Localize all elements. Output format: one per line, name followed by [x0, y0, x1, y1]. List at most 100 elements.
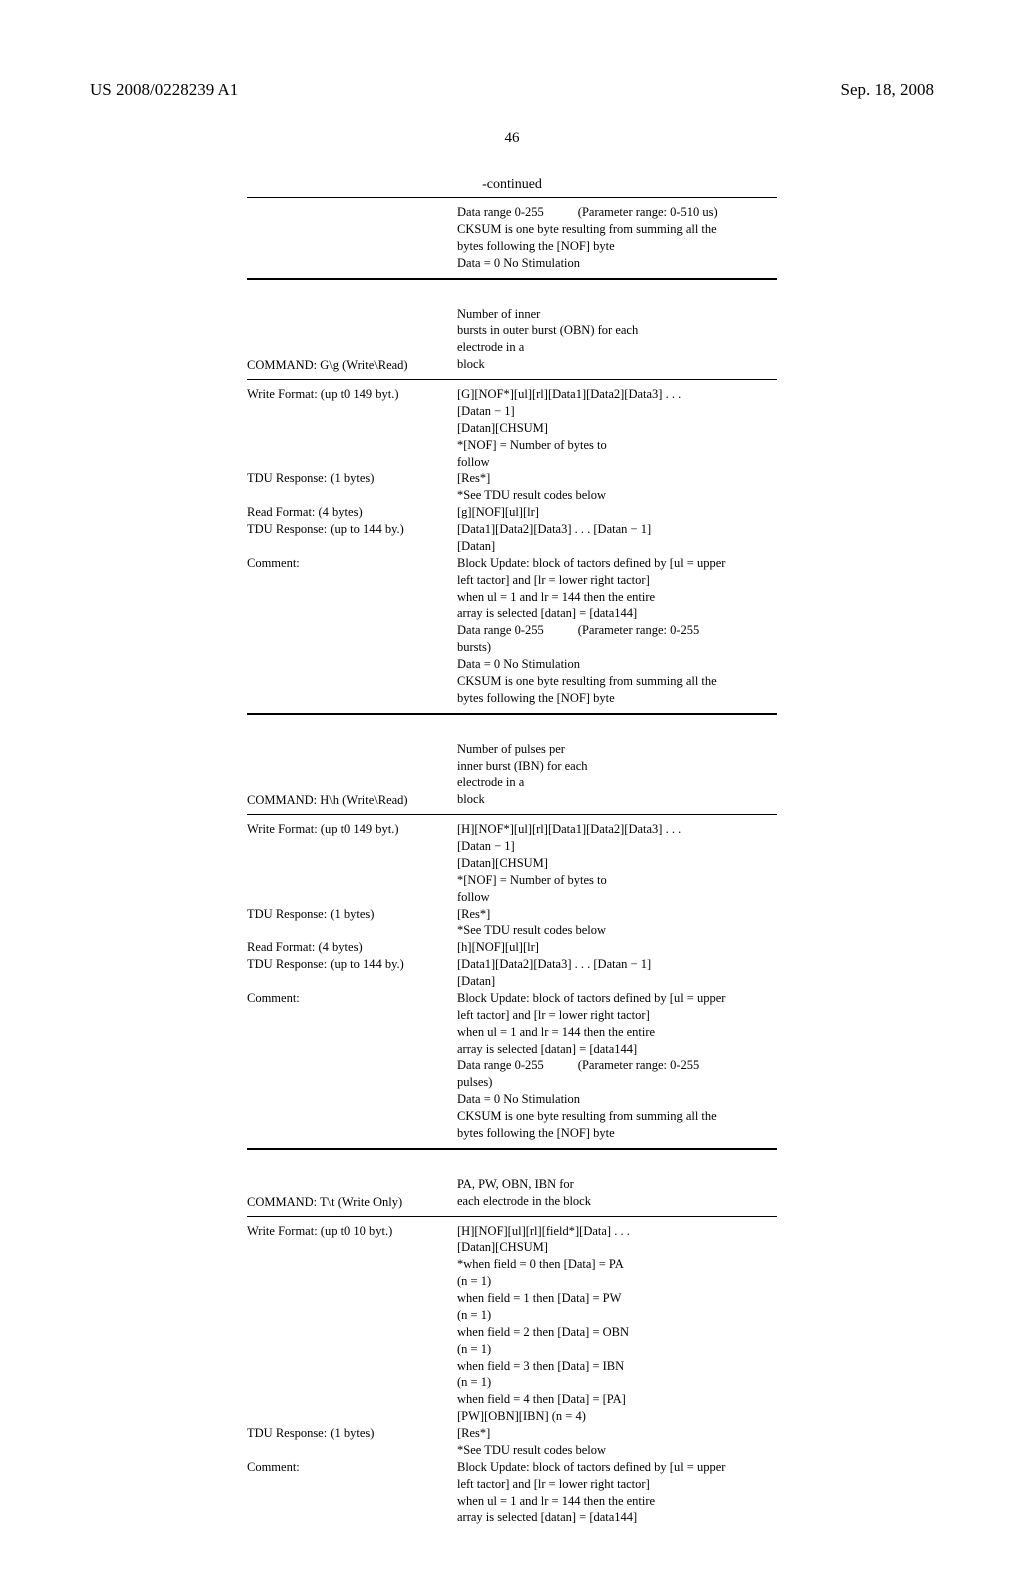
- command-table: -continued Data range 0-255(Parameter ra…: [247, 177, 777, 1532]
- table-row: TDU Response: (1 bytes)[Res*]*See TDU re…: [247, 906, 777, 940]
- row-value: [H][NOF][ul][rl][field*][Data] . . .[Dat…: [457, 1223, 777, 1426]
- text: bursts): [457, 639, 777, 656]
- text: when field = 1 then [Data] = PW: [457, 1290, 777, 1307]
- text: [Res*]: [457, 1425, 777, 1442]
- row-value: [g][NOF][ul][lr]: [457, 504, 777, 521]
- text: [Data1][Data2][Data3] . . . [Datan − 1]: [457, 521, 777, 538]
- page-header: US 2008/0228239 A1 Sep. 18, 2008: [90, 80, 934, 100]
- text: [G][NOF*][ul][rl][Data1][Data2][Data3] .…: [457, 386, 777, 403]
- text: (Parameter range: 0-510 us): [544, 205, 718, 219]
- row-label: Comment:: [247, 990, 457, 1058]
- table-row: Data range 0-255(Parameter range: 0-255: [247, 1057, 777, 1074]
- text: block: [457, 791, 777, 808]
- text: left tactor] and [lr = lower right tacto…: [457, 572, 777, 589]
- text: Data = 0 No Stimulation: [457, 656, 777, 673]
- row-value: Block Update: block of tactors defined b…: [457, 990, 777, 1058]
- command-h-body: Write Format: (up t0 149 byt.)[H][NOF*][…: [247, 815, 777, 1148]
- command-t-body: Write Format: (up t0 10 byt.)[H][NOF][ul…: [247, 1217, 777, 1533]
- row-label: Write Format: (up t0 149 byt.): [247, 386, 457, 470]
- text: (n = 1): [457, 1341, 777, 1358]
- command-g-body: Write Format: (up t0 149 byt.)[G][NOF*][…: [247, 380, 777, 713]
- row-label: [247, 1057, 457, 1074]
- row-value: [Data1][Data2][Data3] . . . [Datan − 1][…: [457, 521, 777, 555]
- text: (n = 1): [457, 1307, 777, 1324]
- table-row: TDU Response: (up to 144 by.)[Data1][Dat…: [247, 956, 777, 990]
- text: [Datan][CHSUM]: [457, 1239, 777, 1256]
- text: CKSUM is one byte resulting from summing…: [457, 221, 777, 238]
- text: inner burst (IBN) for each: [457, 758, 777, 775]
- page-number: 46: [90, 130, 934, 147]
- command-t-header: COMMAND: T\t (Write Only) PA, PW, OBN, I…: [247, 1150, 777, 1216]
- row-label: TDU Response: (up to 144 by.): [247, 956, 457, 990]
- row-label: [247, 622, 457, 639]
- row-value: Data range 0-255(Parameter range: 0-255: [457, 622, 777, 639]
- text: [H][NOF*][ul][rl][Data1][Data2][Data3] .…: [457, 821, 777, 838]
- row-value: pulses)Data = 0 No StimulationCKSUM is o…: [457, 1074, 777, 1142]
- table-row: Write Format: (up t0 10 byt.)[H][NOF][ul…: [247, 1223, 777, 1426]
- text: [H][NOF][ul][rl][field*][Data] . . .: [457, 1223, 777, 1240]
- text: when ul = 1 and lr = 144 then the entire: [457, 1493, 777, 1510]
- row-value: [Res*]*See TDU result codes below: [457, 1425, 777, 1459]
- table-row: TDU Response: (1 bytes)[Res*]*See TDU re…: [247, 470, 777, 504]
- text: when field = 3 then [Data] = IBN: [457, 1358, 777, 1375]
- text: when field = 2 then [Data] = OBN: [457, 1324, 777, 1341]
- publication-date: Sep. 18, 2008: [841, 80, 935, 100]
- row-value: Block Update: block of tactors defined b…: [457, 1459, 777, 1527]
- text: electrode in a: [457, 339, 777, 356]
- text: Block Update: block of tactors defined b…: [457, 1459, 777, 1476]
- text: [Res*]: [457, 470, 777, 487]
- text: *See TDU result codes below: [457, 922, 777, 939]
- table-row: Read Format: (4 bytes)[h][NOF][ul][lr]: [247, 939, 777, 956]
- table-row: Data range 0-255(Parameter range: 0-255: [247, 622, 777, 639]
- text: block: [457, 356, 777, 373]
- row-label: Comment:: [247, 1459, 457, 1527]
- text: bursts in outer burst (OBN) for each: [457, 322, 777, 339]
- command-label: COMMAND: H\h (Write\Read): [247, 793, 408, 808]
- row-label: Read Format: (4 bytes): [247, 939, 457, 956]
- text: Data = 0 No Stimulation: [457, 1091, 777, 1108]
- text: *See TDU result codes below: [457, 487, 777, 504]
- patent-number: US 2008/0228239 A1: [90, 80, 238, 100]
- text: each electrode in the block: [457, 1193, 777, 1210]
- row-value: [H][NOF*][ul][rl][Data1][Data2][Data3] .…: [457, 821, 777, 905]
- text: [h][NOF][ul][lr]: [457, 939, 777, 956]
- text: [PW][OBN][IBN] (n = 4): [457, 1408, 777, 1425]
- row-value: Data range 0-255(Parameter range: 0-255: [457, 1057, 777, 1074]
- text: left tactor] and [lr = lower right tacto…: [457, 1476, 777, 1493]
- text: [Datan][CHSUM]: [457, 420, 777, 437]
- row-label: Comment:: [247, 555, 457, 623]
- row-label: TDU Response: (1 bytes): [247, 470, 457, 504]
- text: electrode in a: [457, 774, 777, 791]
- row-label: [247, 639, 457, 707]
- text: Number of inner: [457, 306, 777, 323]
- row-label: [247, 1074, 457, 1142]
- text: [g][NOF][ul][lr]: [457, 504, 777, 521]
- text: *See TDU result codes below: [457, 1442, 777, 1459]
- text: [Data1][Data2][Data3] . . . [Datan − 1]: [457, 956, 777, 973]
- text: [Res*]: [457, 906, 777, 923]
- command-label: COMMAND: T\t (Write Only): [247, 1195, 402, 1210]
- text: Number of pulses per: [457, 741, 777, 758]
- text: [Datan]: [457, 973, 777, 990]
- text: Block Update: block of tactors defined b…: [457, 990, 777, 1007]
- text: when field = 4 then [Data] = [PA]: [457, 1391, 777, 1408]
- table-row: TDU Response: (1 bytes)[Res*]*See TDU re…: [247, 1425, 777, 1459]
- table-row: TDU Response: (up to 144 by.)[Data1][Dat…: [247, 521, 777, 555]
- continued-label: -continued: [247, 177, 777, 193]
- row-label: TDU Response: (up to 144 by.): [247, 521, 457, 555]
- table-row: Write Format: (up t0 149 byt.)[G][NOF*][…: [247, 386, 777, 470]
- row-label: TDU Response: (1 bytes): [247, 906, 457, 940]
- text: [Datan − 1]: [457, 838, 777, 855]
- text: follow: [457, 454, 777, 471]
- table-row: bursts)Data = 0 No StimulationCKSUM is o…: [247, 639, 777, 707]
- text: (Parameter range: 0-255: [544, 623, 699, 637]
- text: [Datan]: [457, 538, 777, 555]
- text: Block Update: block of tactors defined b…: [457, 555, 777, 572]
- text: array is selected [datan] = [data144]: [457, 1509, 777, 1526]
- command-label: COMMAND: G\g (Write\Read): [247, 358, 408, 373]
- row-value: [G][NOF*][ul][rl][Data1][Data2][Data3] .…: [457, 386, 777, 470]
- command-g-header: COMMAND: G\g (Write\Read) Number of inne…: [247, 280, 777, 380]
- row-label: Write Format: (up t0 149 byt.): [247, 821, 457, 905]
- text: bytes following the [NOF] byte: [457, 238, 777, 255]
- text: PA, PW, OBN, IBN for: [457, 1176, 777, 1193]
